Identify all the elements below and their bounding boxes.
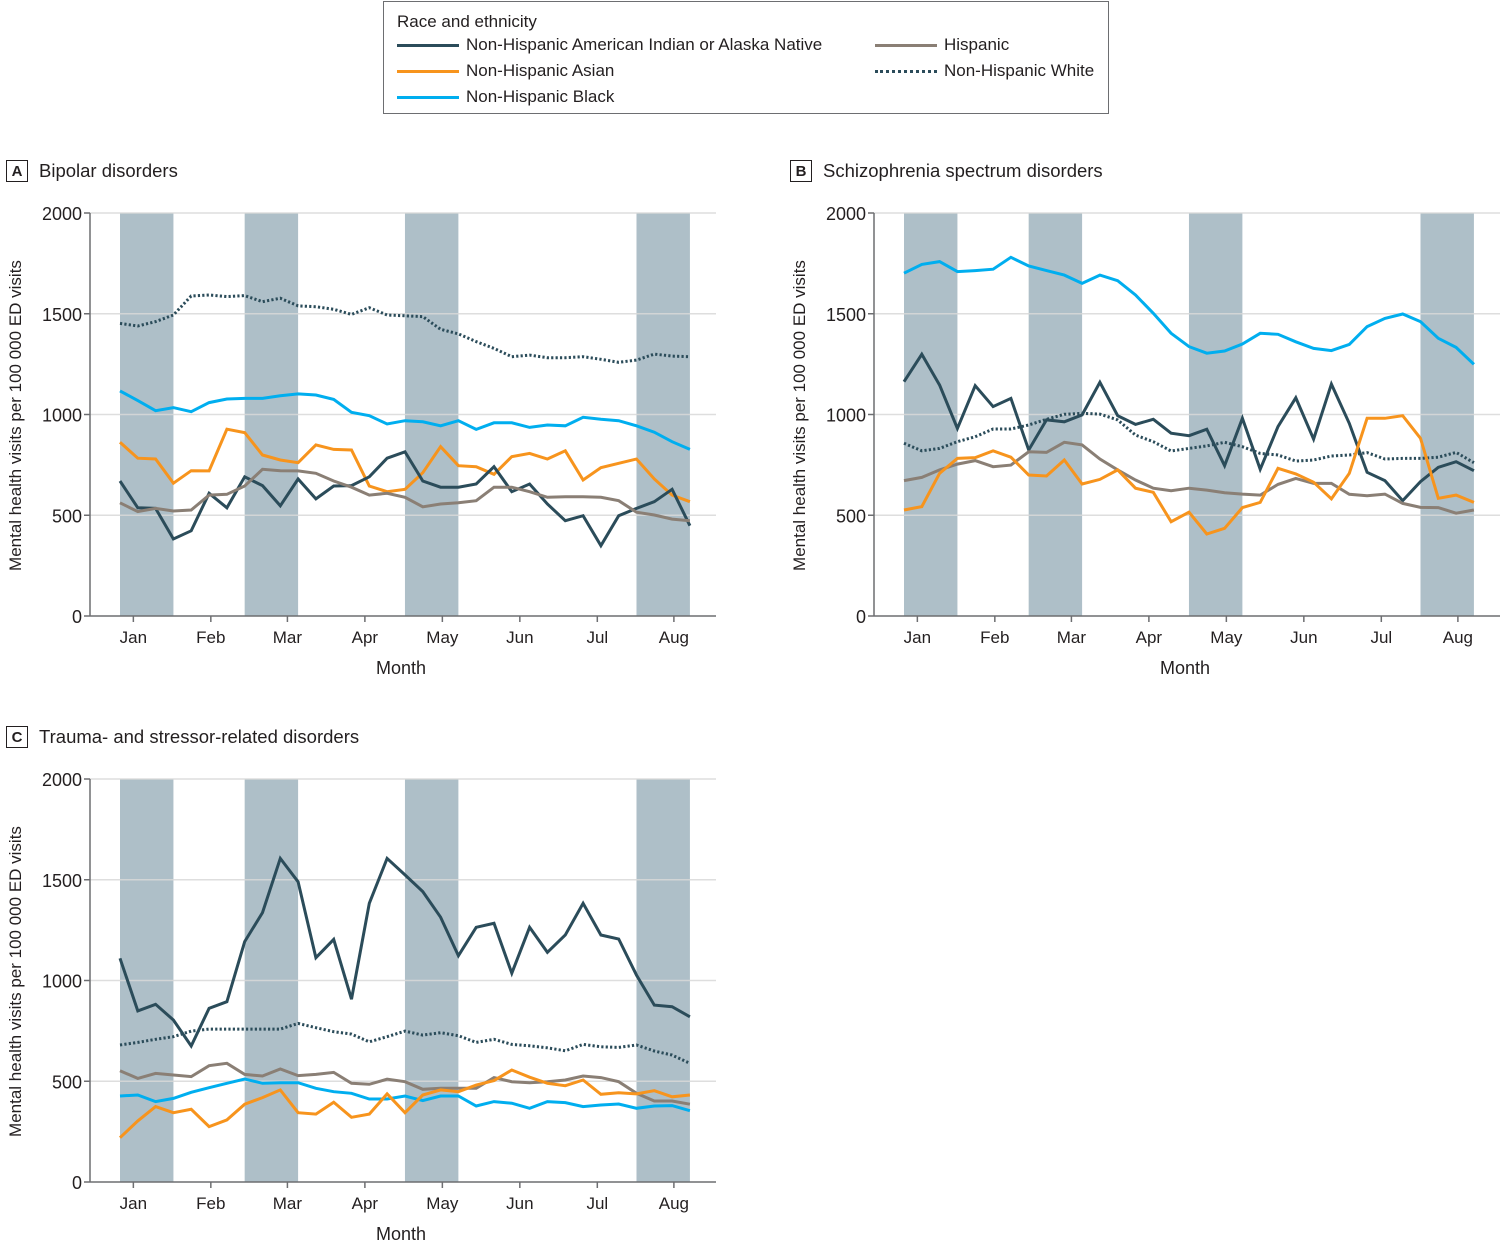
series-line-asian (903, 414, 1475, 536)
legend-title: Race and ethnicity (397, 12, 537, 31)
x-tick-label: Apr (1136, 628, 1163, 647)
series-line-asian (119, 427, 691, 504)
legend-item-black: Non-Hispanic Black (397, 87, 614, 107)
legend-label-white: Non-Hispanic White (944, 61, 1095, 80)
x-tick-label: Jan (904, 628, 931, 647)
legend-item-asian: Non-Hispanic Asian (397, 61, 614, 81)
y-tick-label: 1500 (42, 305, 82, 325)
x-tick-label: Apr (352, 1194, 379, 1213)
legend-swatch-hispanic (875, 43, 937, 47)
series-line-asian (118, 1068, 691, 1139)
x-tick-label: Jul (586, 628, 608, 647)
panel-c-title: Trauma- and stressor-related disorders (39, 726, 360, 747)
x-tick-label: May (426, 628, 459, 647)
panel-a-title: Bipolar disorders (39, 160, 178, 181)
y-tick-label: 1000 (826, 406, 866, 426)
x-tick-label: Jan (120, 1194, 147, 1213)
x-tick-label: Jan (120, 628, 147, 647)
y-tick-label: 1000 (42, 972, 82, 992)
series-line-black (119, 389, 691, 451)
chart-a-bipolar: 0 500 1000 1500 2000 Jan Feb Mar Apr May Jun Jul Aug… (6, 204, 716, 678)
series-line-white (903, 411, 1475, 464)
y-tick-label: 500 (52, 506, 82, 526)
panel-a-header: A Bipolar disorders (6, 160, 178, 182)
x-tick-label: Feb (980, 628, 1009, 647)
x-axis-title: Month (1160, 658, 1210, 678)
series-line-hispanic (903, 440, 1475, 515)
series-line-aian (902, 351, 1475, 503)
series-line-hispanic (119, 467, 691, 523)
x-tick-label: Jun (1290, 628, 1317, 647)
series-line-aian (118, 449, 692, 549)
panel-a-letter: A (6, 160, 28, 182)
series-line-white (119, 1021, 691, 1065)
legend-item-white: Non-Hispanic White (875, 61, 1094, 81)
series-line-hispanic (119, 1061, 691, 1106)
x-axis-title: Month (376, 658, 426, 678)
legend-label-hispanic: Hispanic (944, 35, 1010, 54)
series-line-black (903, 255, 1475, 366)
x-tick-label: Feb (196, 628, 225, 647)
x-tick-label: Aug (659, 628, 689, 647)
x-tick-label: Aug (1443, 628, 1473, 647)
legend-item-hispanic: Hispanic (875, 35, 1009, 55)
y-tick-label: 2000 (826, 204, 866, 224)
y-tick-label: 0 (856, 607, 866, 627)
y-tick-label: 0 (72, 607, 82, 627)
series-line-white (119, 293, 690, 364)
legend-label-aian: Non-Hispanic American Indian or Alaska N… (466, 35, 823, 54)
legend-label-asian: Non-Hispanic Asian (466, 61, 615, 80)
x-tick-label: Jun (506, 628, 533, 647)
series-line-black (119, 1077, 691, 1113)
x-tick-label: Feb (196, 1194, 225, 1213)
x-tick-label: Jun (506, 1194, 533, 1213)
y-axis-title: Mental health visits per 100 000 ED visi… (6, 260, 25, 571)
legend-swatch-white (875, 69, 937, 73)
x-tick-label: Mar (273, 628, 303, 647)
y-tick-label: 1500 (826, 305, 866, 325)
legend-swatch-aian (397, 43, 459, 47)
y-tick-label: 2000 (42, 770, 82, 790)
series-line-aian (118, 855, 691, 1050)
legend-swatch-asian (397, 69, 459, 73)
y-axis-title: Mental health visits per 100 000 ED visi… (790, 260, 809, 571)
x-axis-title: Month (376, 1224, 426, 1244)
legend-swatch-black (397, 95, 459, 99)
panel-b-letter: B (790, 160, 812, 182)
x-tick-label: Aug (659, 1194, 689, 1213)
panel-c-letter: C (6, 726, 28, 748)
panel-c-header: C Trauma- and stressor-related disorders (6, 726, 359, 748)
x-tick-label: May (426, 1194, 459, 1213)
x-tick-label: Mar (273, 1194, 303, 1213)
x-tick-label: Apr (352, 628, 379, 647)
x-tick-label: Mar (1057, 628, 1087, 647)
x-tick-label: May (1210, 628, 1243, 647)
y-tick-label: 1000 (42, 406, 82, 426)
legend: Race and ethnicity Non-Hispanic American… (383, 1, 1109, 114)
x-tick-label: Jul (586, 1194, 608, 1213)
y-axis-title: Mental health visits per 100 000 ED visi… (6, 826, 25, 1137)
y-tick-label: 500 (52, 1072, 82, 1092)
y-tick-label: 2000 (42, 204, 82, 224)
panel-b-header: B Schizophrenia spectrum disorders (790, 160, 1103, 182)
chart-b-schizophrenia: 0 500 1000 1500 2000 Jan Feb Mar Apr May Jun Jul Aug… (790, 204, 1500, 678)
y-tick-label: 0 (72, 1173, 82, 1193)
y-tick-label: 500 (836, 506, 866, 526)
legend-label-black: Non-Hispanic Black (466, 87, 615, 106)
panel-b-title: Schizophrenia spectrum disorders (823, 160, 1103, 181)
y-tick-label: 1500 (42, 871, 82, 891)
legend-item-aian: Non-Hispanic American Indian or Alaska N… (397, 35, 822, 55)
x-tick-label: Jul (1370, 628, 1392, 647)
chart-c-trauma: 0 500 1000 1500 2000 Jan Feb Mar Apr May Jun Jul Aug… (6, 770, 716, 1244)
